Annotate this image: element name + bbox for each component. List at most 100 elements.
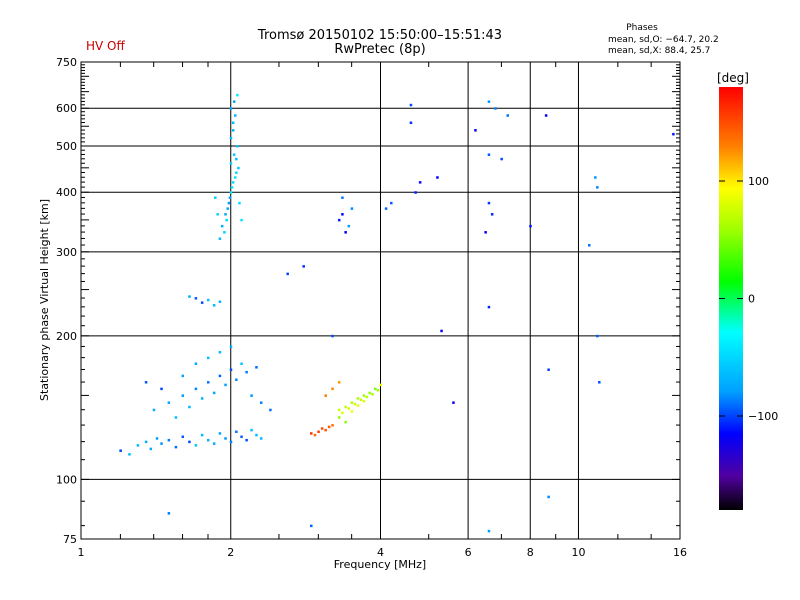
data-point [194, 297, 198, 300]
data-point [245, 438, 248, 442]
data-point [240, 435, 243, 439]
data-point [194, 444, 198, 447]
data-point [235, 171, 238, 174]
x-tick-label: 8 [527, 546, 534, 559]
data-point [206, 438, 210, 442]
axis-ticks [81, 62, 680, 539]
data-point [500, 157, 503, 161]
data-point [206, 298, 210, 302]
data-point [324, 428, 327, 432]
data-point [188, 440, 191, 444]
data-point [200, 433, 204, 437]
data-point [484, 231, 487, 234]
data-point [236, 144, 239, 148]
data-point [250, 428, 253, 432]
data-point [149, 447, 153, 451]
data-point [240, 362, 243, 365]
data-point [237, 166, 240, 170]
x-tick-label: 1 [78, 546, 85, 559]
data-point [245, 370, 248, 374]
y-tick-label: 500 [56, 140, 77, 153]
data-point [218, 237, 222, 240]
data-point [229, 368, 233, 371]
y-tick-label: 75 [63, 533, 77, 546]
data-point [390, 201, 393, 205]
data-point [218, 350, 222, 354]
data-point [200, 397, 204, 400]
data-point [452, 401, 455, 404]
data-point [353, 402, 357, 406]
data-point [337, 381, 341, 384]
data-point [212, 442, 216, 445]
data-point [379, 383, 382, 387]
data-point [200, 301, 204, 304]
data-point [341, 196, 344, 199]
data-point [347, 407, 351, 410]
data-point [374, 387, 377, 391]
data-point [302, 265, 305, 268]
data-point [174, 445, 178, 449]
data-point [487, 529, 491, 533]
data-point [229, 440, 233, 444]
data-point [356, 397, 360, 400]
colorbar-label: [deg] [717, 71, 749, 85]
data-point [224, 437, 227, 440]
data-point [160, 442, 163, 445]
data-point [167, 401, 171, 404]
phase-x-stats: mean, sd,X: 88.4, 25.7 [608, 46, 710, 56]
data-point [356, 404, 360, 407]
data-point [240, 218, 243, 222]
data-point [255, 366, 258, 369]
x-tick-labels: 1 2 4 6 8 10 16 [78, 546, 688, 559]
data-point [229, 107, 233, 110]
data-point [224, 213, 227, 216]
y-tick-label: 300 [56, 246, 77, 259]
y-tick-labels: 75 100 200 300 400 500 600 750 [56, 56, 77, 546]
data-point [259, 401, 263, 404]
data-point [226, 207, 229, 210]
data-point [228, 196, 232, 199]
data-point [310, 432, 313, 435]
y-tick-label: 750 [56, 56, 77, 69]
data-point [487, 201, 491, 205]
data-point [167, 512, 171, 515]
y-tick-label: 100 [56, 473, 77, 486]
data-point [418, 181, 422, 184]
y-axis-label: Stationary phase Virtual Height [km] [38, 199, 51, 401]
data-point [544, 114, 548, 117]
data-point [220, 224, 224, 228]
data-point [160, 387, 163, 391]
data-point [506, 114, 509, 117]
data-point [487, 100, 491, 103]
x-axis-label: Frequency [MHz] [334, 558, 426, 571]
data-point [313, 433, 317, 437]
y-tick-label: 200 [56, 330, 77, 343]
data-point [344, 420, 347, 424]
data-point [310, 524, 313, 528]
data-point [235, 430, 238, 434]
data-point [341, 213, 344, 216]
data-point [362, 400, 366, 403]
data-point [337, 218, 341, 222]
data-point [250, 394, 253, 397]
y-tick-label: 400 [56, 186, 77, 199]
data-point [188, 405, 191, 409]
x-tick-label: 10 [571, 546, 585, 559]
data-point [436, 176, 439, 179]
data-point [227, 201, 231, 205]
x-tick-label: 2 [227, 546, 234, 559]
data-point [136, 444, 140, 447]
data-point [320, 427, 324, 430]
data-point [174, 416, 178, 419]
data-point [259, 437, 263, 440]
data-point [324, 394, 327, 397]
data-point [229, 191, 233, 194]
data-point [167, 438, 171, 442]
data-point [234, 176, 237, 179]
data-point [231, 181, 235, 184]
data-point [362, 394, 366, 397]
phase-o-stats: mean, sd,O: −64.7, 20.2 [608, 35, 719, 45]
data-point [235, 378, 238, 381]
data-point [672, 132, 675, 136]
